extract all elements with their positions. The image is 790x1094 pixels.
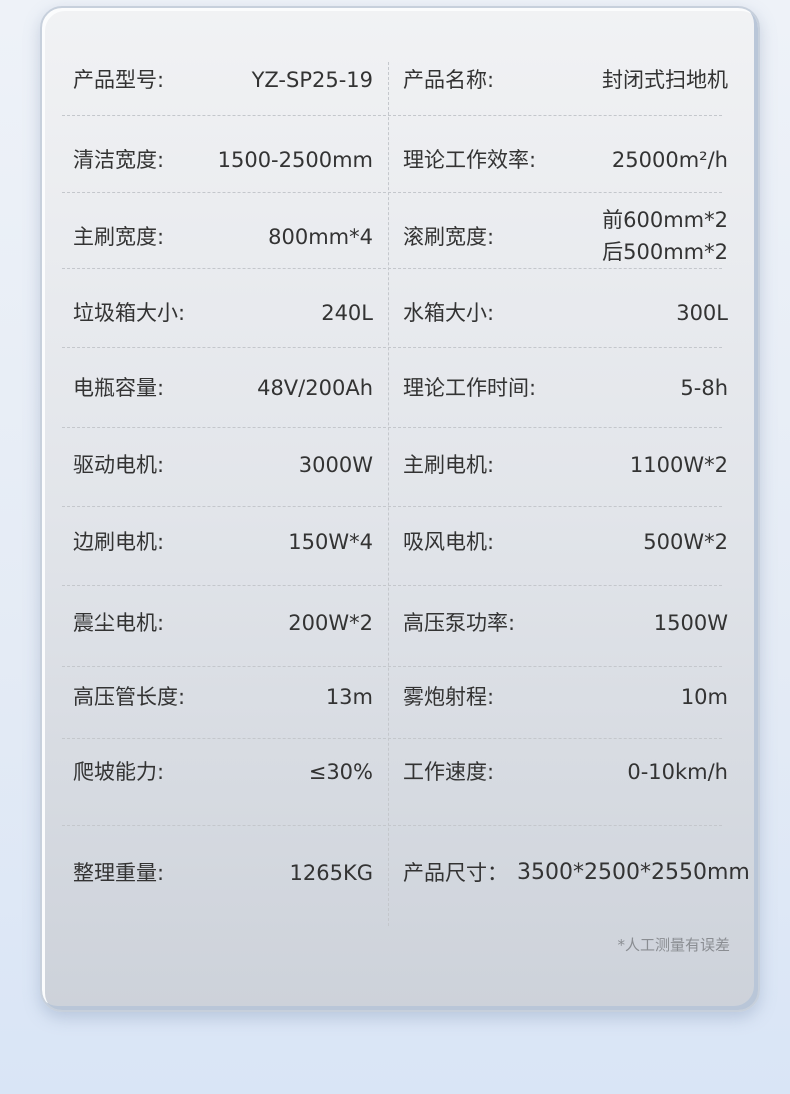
spec-label: 工作速度:: [403, 760, 495, 784]
spec-value: 13m: [325, 685, 373, 709]
row-divider: [62, 192, 722, 193]
spec-label: 爬坡能力:: [73, 760, 165, 784]
column-divider: [388, 62, 389, 926]
spec-value: 800mm*4: [268, 225, 373, 249]
spec-label: 边刷电机:: [73, 530, 165, 554]
spec-label: 理论工作效率:: [403, 148, 537, 172]
spec-value: 25000m²/h: [611, 148, 728, 172]
spec-label: 主刷电机:: [403, 453, 495, 477]
spec-label: 高压泵功率:: [403, 611, 516, 635]
row-divider: [62, 506, 722, 507]
spec-label: 电瓶容量:: [73, 376, 165, 400]
spec-label: 主刷宽度:: [73, 225, 165, 249]
spec-label: 震尘电机:: [73, 611, 165, 635]
spec-value: 200W*2: [288, 611, 373, 635]
spec-label: 高压管长度:: [73, 685, 186, 709]
spec-label: 吸风电机:: [403, 530, 495, 554]
spec-label: 垃圾箱大小:: [73, 301, 186, 325]
spec-value: 1500-2500mm: [217, 148, 373, 172]
spec-value: 前600mm*2: [602, 208, 728, 232]
spec-label: 驱动电机:: [73, 453, 165, 477]
spec-value: 1500W: [653, 611, 728, 635]
row-divider: [62, 825, 722, 826]
spec-value: 后500mm*2: [602, 240, 728, 264]
spec-card: [40, 6, 760, 1012]
spec-value: 3000W: [298, 453, 373, 477]
spec-label: 雾炮射程:: [403, 685, 495, 709]
row-divider: [62, 115, 722, 116]
spec-value: 240L: [321, 301, 373, 325]
spec-value: 500W*2: [643, 530, 728, 554]
spec-label: 产品尺寸：: [403, 861, 508, 885]
row-divider: [62, 427, 722, 428]
spec-value: YZ-SP25-19: [251, 68, 373, 92]
spec-value: 5-8h: [680, 376, 728, 400]
spec-label: 清洁宽度:: [73, 148, 165, 172]
spec-value: 0-10km/h: [627, 760, 728, 784]
spec-value: 150W*4: [288, 530, 373, 554]
spec-label: 滚刷宽度:: [403, 225, 495, 249]
spec-label: 产品名称:: [403, 68, 495, 92]
row-divider: [62, 268, 722, 269]
spec-label: 整理重量:: [73, 861, 165, 885]
row-divider: [62, 585, 722, 586]
spec-value: ≤30%: [308, 760, 373, 784]
spec-value: 300L: [676, 301, 728, 325]
footnote: *人工测量有误差: [617, 936, 730, 954]
spec-value: 48V/200Ah: [257, 376, 373, 400]
spec-value: 3500*2500*2550mm: [517, 860, 750, 885]
spec-value: 1100W*2: [629, 453, 728, 477]
row-divider: [62, 666, 722, 667]
spec-label: 水箱大小:: [403, 301, 495, 325]
spec-label: 理论工作时间:: [403, 376, 537, 400]
spec-value: 1265KG: [289, 861, 374, 885]
row-divider: [62, 738, 722, 739]
spec-value: 封闭式扫地机: [602, 68, 728, 92]
spec-value: 10m: [680, 685, 728, 709]
spec-label: 产品型号:: [73, 68, 165, 92]
row-divider: [62, 347, 722, 348]
